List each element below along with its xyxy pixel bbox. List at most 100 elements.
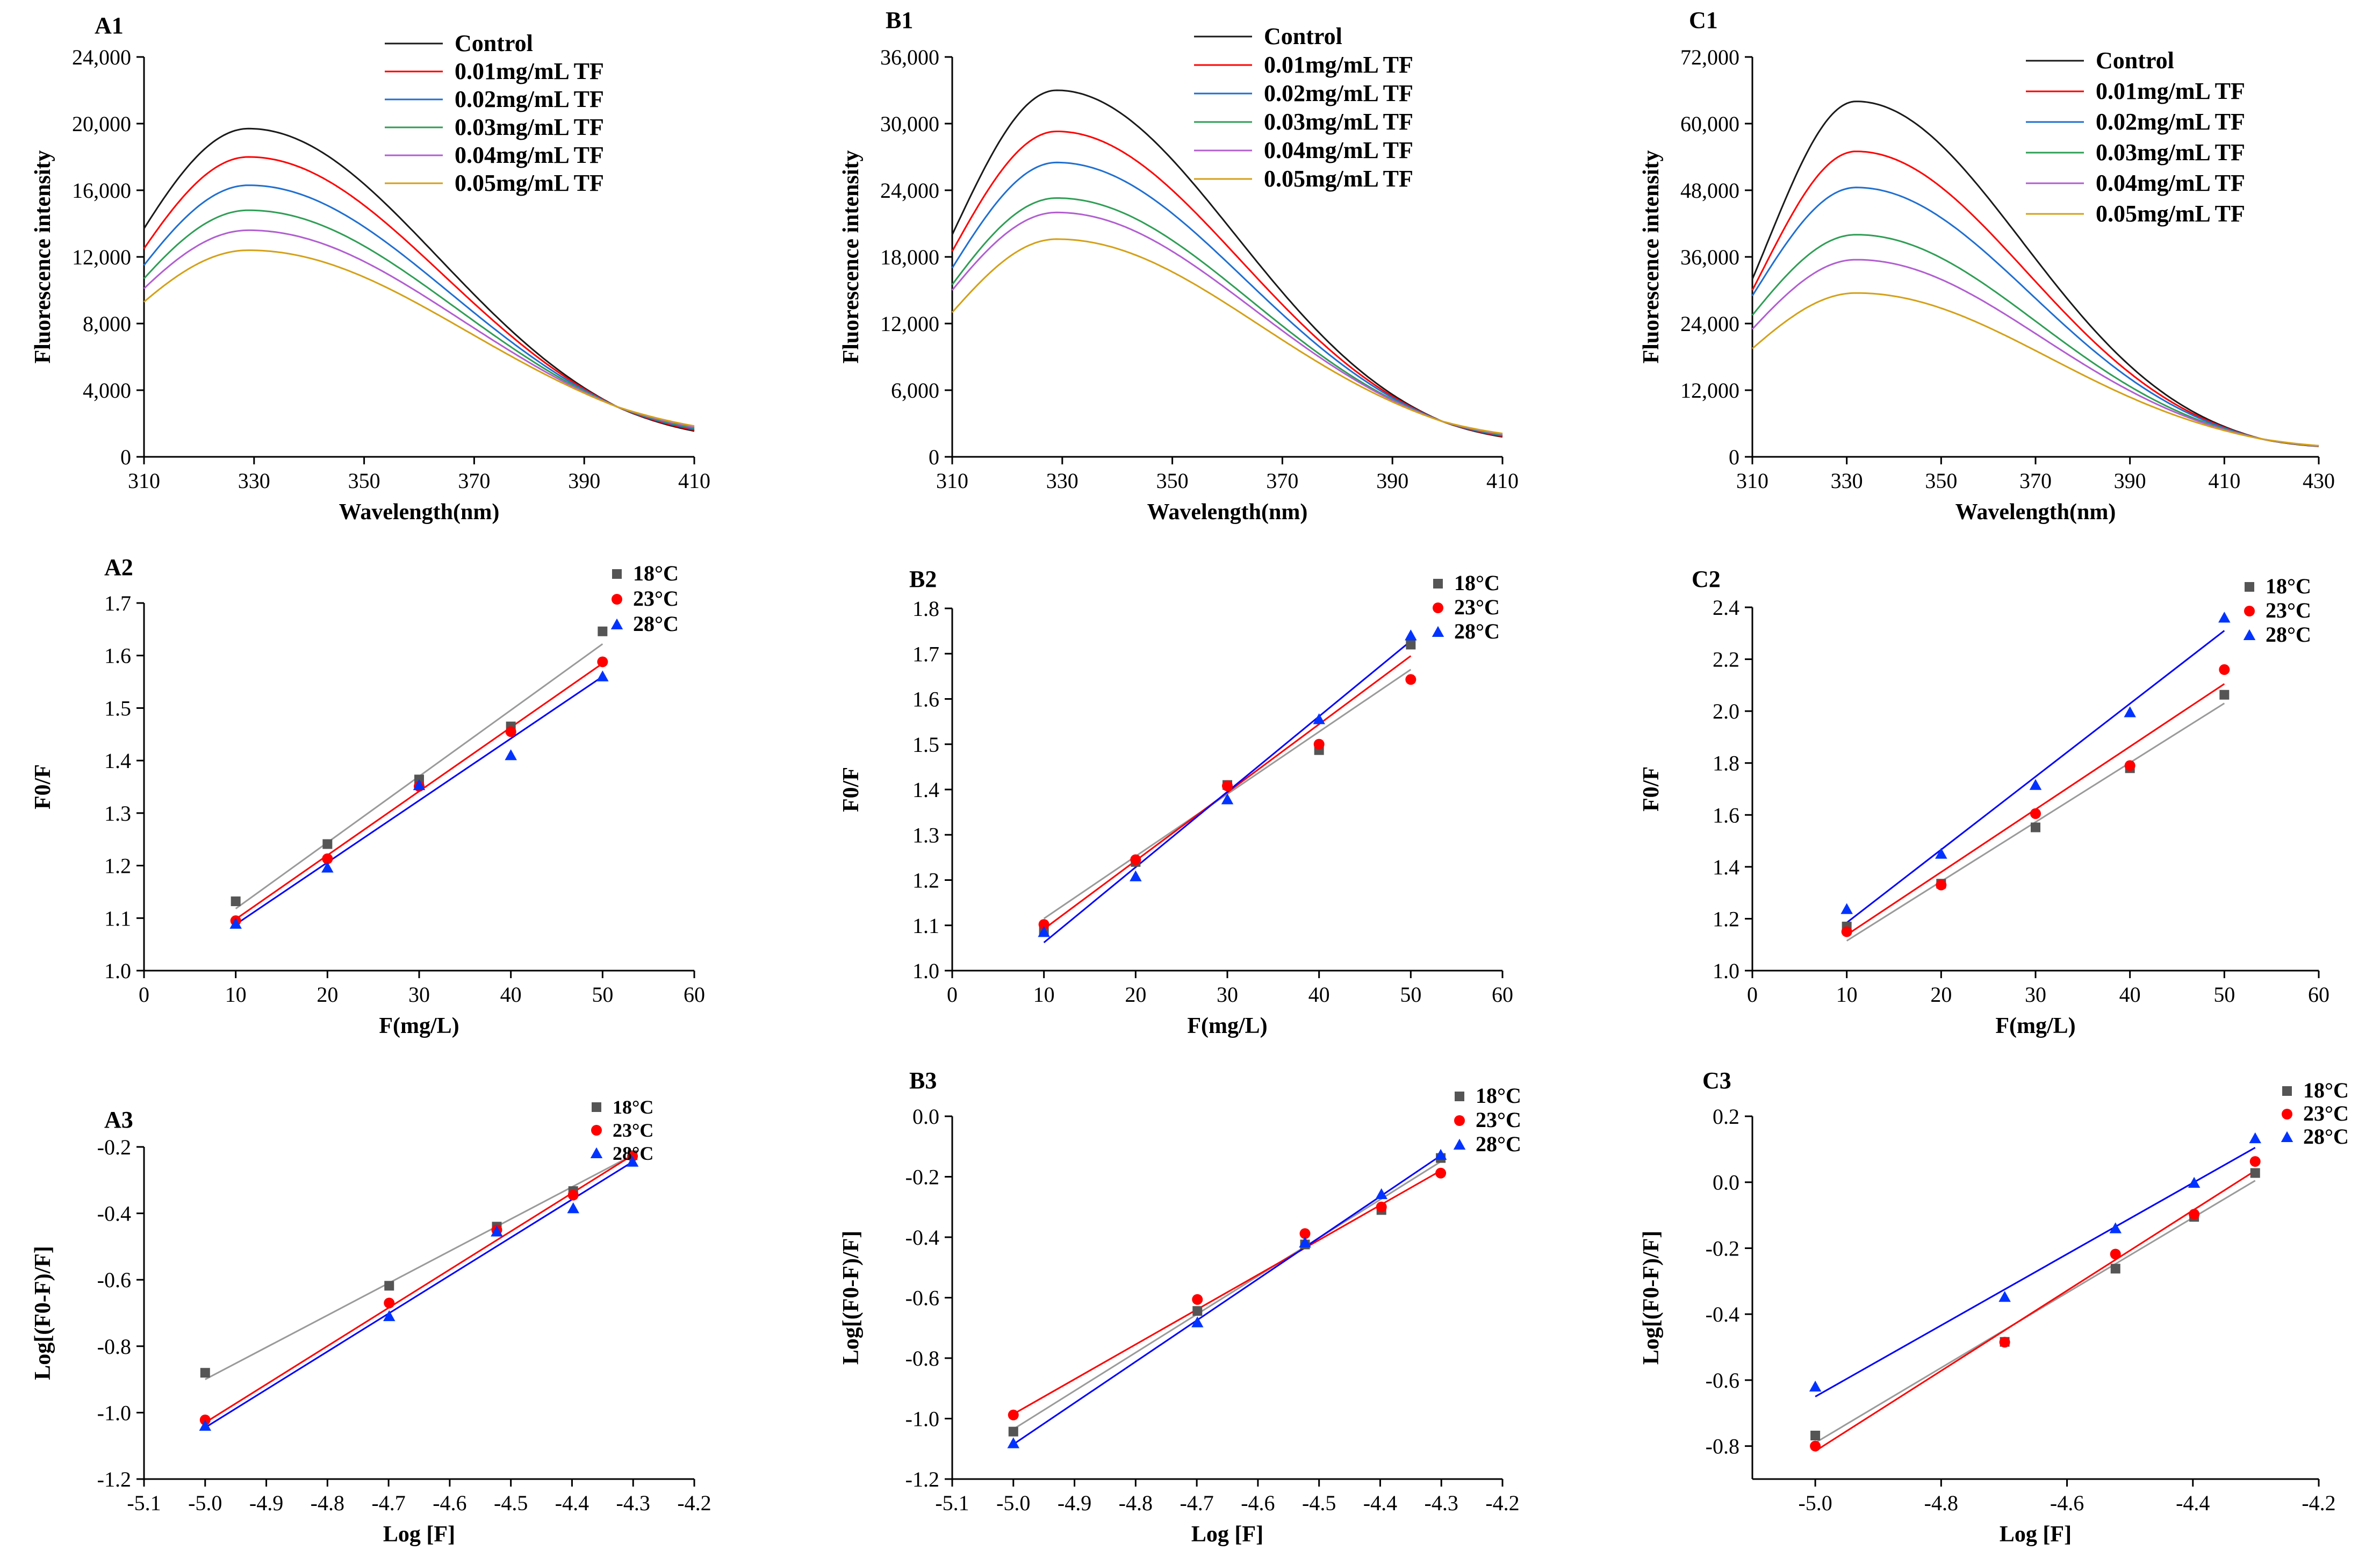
data-point — [2249, 1156, 2261, 1167]
data-point — [1191, 1316, 1204, 1327]
x-tick-label: 310 — [936, 469, 968, 493]
y-tick-label: 0 — [1729, 445, 1739, 469]
data-point — [1130, 854, 1141, 865]
y-tick-label: 1.0 — [912, 959, 939, 983]
legend-entry: 0.03mg/mL TF — [455, 114, 604, 140]
legend-entry: 0.04mg/mL TF — [455, 142, 604, 168]
y-tick-label: 1.3 — [912, 823, 939, 847]
x-tick-label: -5.1 — [935, 1491, 969, 1515]
data-point — [1299, 1228, 1311, 1239]
x-tick-label: 350 — [1925, 469, 1957, 493]
y-tick-label: 1.8 — [912, 597, 939, 621]
panel-A1: A1 310 330 350 370 390 410 0 4,000 8,000 12,000 16,… — [31, 12, 710, 525]
data-point — [1432, 626, 1444, 637]
x-tick-label: -4.4 — [1363, 1491, 1397, 1515]
x-tick-label: 390 — [1376, 469, 1408, 493]
fit-line — [1815, 1169, 2256, 1452]
x-tick-label: 430 — [2303, 469, 2335, 493]
panel-C3: C3 -5.0 -4.8 -4.6 -4.4 -4.2 -0.8 -0.6 -0.4 -0.2 0.… — [1639, 1067, 2349, 1547]
data-point — [610, 618, 623, 629]
data-point — [2029, 779, 2042, 790]
legend-entry: 0.02mg/mL TF — [2096, 109, 2245, 135]
data-point — [598, 626, 608, 636]
x-tick-label: -4.5 — [1302, 1491, 1336, 1515]
data-point — [1840, 903, 1853, 914]
data-point — [1455, 1092, 1464, 1101]
y-tick-label: -0.8 — [905, 1346, 939, 1370]
data-point — [2124, 760, 2135, 771]
x-tick-label: 0 — [947, 982, 958, 1007]
data-point — [2188, 1176, 2201, 1188]
x-tick-label: 370 — [458, 469, 490, 493]
data-point — [612, 569, 622, 579]
data-point — [2249, 1132, 2261, 1144]
x-tick-label: -4.2 — [1485, 1491, 1519, 1515]
x-tick-label: 330 — [1046, 469, 1078, 493]
series-line — [143, 127, 695, 432]
y-tick-label: 1.6 — [912, 687, 939, 712]
y-tick-label: 4,000 — [83, 378, 131, 403]
x-axis-title: Log [F] — [2000, 1522, 2072, 1547]
y-tick-label: 36,000 — [880, 45, 939, 69]
panel-B3: B3 -5.1 -5.0 -4.9 -4.8 -4.7 -4.6 -4.5 -4.4 -4.3 -4… — [839, 1067, 1521, 1547]
y-axis-title: F0/F — [31, 764, 55, 809]
legend-entry: 0.03mg/mL TF — [2096, 139, 2245, 166]
panel-C1: C1 310 330 350 370 390 410 430 0 12,000 24,000 36,0… — [1639, 7, 2335, 525]
legend-entry: 28°C — [2303, 1124, 2349, 1149]
legend-entry: Control — [1264, 23, 1342, 49]
y-tick-label: 1.1 — [912, 914, 939, 938]
data-point — [1936, 879, 1947, 891]
data-point — [1222, 780, 1233, 792]
x-tick-label: -4.8 — [1924, 1491, 1958, 1515]
y-tick-label: 30,000 — [880, 112, 939, 136]
panel-label: B3 — [909, 1067, 937, 1094]
panel-label: C1 — [1689, 7, 1718, 33]
legend-entry: 0.05mg/mL TF — [2096, 200, 2245, 227]
x-tick-label: 20 — [317, 982, 338, 1007]
data-point — [2218, 612, 2231, 623]
panel-label: B2 — [909, 566, 937, 592]
data-point — [1453, 1138, 1466, 1150]
x-tick-label: -4.7 — [1180, 1491, 1213, 1515]
data-point — [1192, 1306, 1203, 1316]
panel-A2: A2 0 10 20 30 40 50 60 1.0 1.1 1.2 1.3 1.4 1.5 1.6 1.7 F… — [31, 554, 705, 1038]
x-tick-label: -5.0 — [996, 1491, 1030, 1515]
data-point — [2219, 664, 2230, 675]
x-tick-label: -4.4 — [2176, 1491, 2210, 1515]
data-point — [1454, 1115, 1465, 1126]
x-axis-title: Wavelength(nm) — [1955, 500, 2116, 525]
data-point — [2282, 1086, 2292, 1096]
y-tick-label: 60,000 — [1680, 112, 1739, 136]
fit-line — [1012, 1161, 1441, 1430]
x-tick-label: -4.8 — [1119, 1491, 1153, 1515]
x-tick-label: 330 — [238, 469, 270, 493]
legend-entry: 23°C — [633, 586, 679, 611]
data-point — [1313, 738, 1325, 750]
data-point — [1130, 870, 1142, 881]
data-point — [1313, 713, 1325, 724]
y-tick-label: 24,000 — [1680, 312, 1739, 336]
legend-entry: 0.01mg/mL TF — [455, 58, 604, 84]
y-tick-label: -0.2 — [97, 1135, 131, 1159]
panel-C2: C2 0 10 20 30 40 50 60 1.0 1.2 1.4 1.6 1.8 2.0 2.2 2.4 F… — [1639, 566, 2329, 1038]
y-axis-title: Log[(F0-F)/F] — [1639, 1231, 1664, 1365]
data-point — [567, 1189, 579, 1201]
y-tick-label: -0.8 — [1706, 1434, 1739, 1459]
legend-entry: 18°C — [2266, 574, 2311, 598]
data-point — [1433, 579, 1443, 589]
data-point — [567, 1202, 579, 1214]
fit-line — [1846, 630, 2225, 923]
data-point — [491, 1225, 503, 1237]
series-line — [143, 184, 695, 430]
legend-entry: 18°C — [633, 561, 679, 585]
y-tick-label: 1.5 — [104, 696, 131, 720]
y-tick-label: 72,000 — [1680, 45, 1739, 69]
data-point — [1809, 1380, 1822, 1392]
y-tick-label: -0.6 — [905, 1286, 939, 1310]
y-axis-title: F0/F — [1639, 766, 1664, 812]
y-tick-label: 1.0 — [1713, 959, 1739, 983]
x-tick-label: 390 — [568, 469, 600, 493]
y-axis-title: Fluorescence intensity — [1639, 150, 1664, 364]
x-tick-label: -4.7 — [371, 1491, 405, 1515]
y-tick-label: -0.6 — [97, 1268, 131, 1292]
